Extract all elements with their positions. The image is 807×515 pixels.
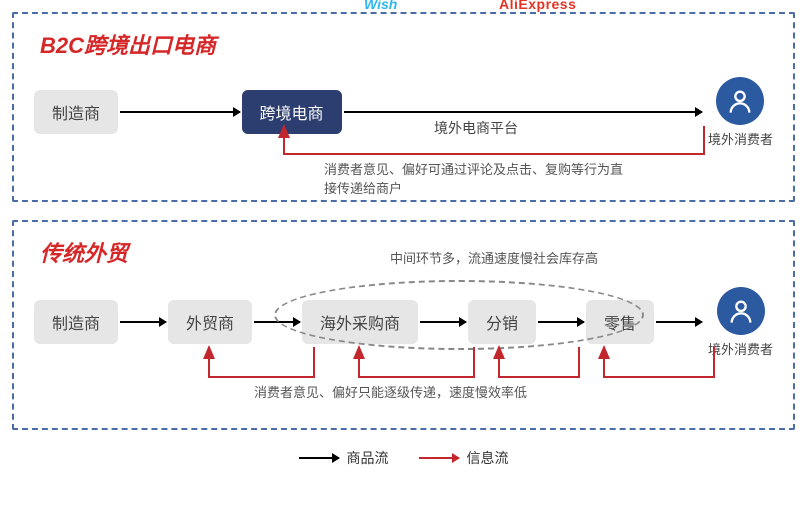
arrow-goods — [120, 111, 239, 113]
node-distributor: 分销 — [468, 300, 536, 344]
legend-info-flow: 信息流 — [419, 448, 509, 468]
arrow-goods — [420, 321, 466, 323]
consumer-icon — [717, 287, 765, 335]
legend-goods-flow: 商品流 — [299, 448, 389, 468]
node-trader: 外贸商 — [168, 300, 252, 344]
panel1-flow: 制造商 跨境电商 境外消费者 — [34, 88, 773, 136]
panel-b2c: B2C跨境出口电商 amazon ebay Wish AliExpress 制造… — [12, 12, 795, 202]
logo-wish: Wish — [364, 0, 489, 12]
arrow-goods — [344, 111, 702, 113]
ellipse-note: 中间环节多，流通速度慢社会库存高 — [344, 248, 644, 267]
arrow-goods — [254, 321, 300, 323]
logo-grid: amazon ebay Wish AliExpress — [364, 0, 624, 12]
panel2-feedback-text: 消费者意见、偏好只能逐级传递，速度慢效率低 — [254, 382, 654, 401]
platform-label: 境外电商平台 — [434, 118, 518, 138]
panel-traditional: 传统外贸 中间环节多，流通速度慢社会库存高 制造商 外贸商 海外采购商 分销 零… — [12, 220, 795, 430]
legend: 商品流 信息流 — [12, 448, 795, 468]
node-consumer: 境外消费者 — [708, 77, 773, 148]
arrow-goods — [538, 321, 584, 323]
consumer-label: 境外消费者 — [708, 129, 773, 148]
consumer-icon — [716, 77, 764, 125]
node-manufacturer: 制造商 — [34, 90, 118, 134]
node-manufacturer: 制造商 — [34, 300, 118, 344]
legend-red-arrow — [419, 457, 459, 459]
logo-aliexpress: AliExpress — [499, 0, 624, 12]
panel1-feedback-text: 消费者意见、偏好可通过评论及点击、复购等行为直接传递给商户 — [324, 159, 624, 197]
consumer-label: 境外消费者 — [708, 339, 773, 358]
panel2-flow: 制造商 外贸商 海外采购商 分销 零售 境外消费者 — [34, 298, 773, 346]
node-consumer: 境外消费者 — [708, 287, 773, 358]
node-crossborder: 跨境电商 — [242, 90, 342, 134]
arrow-goods — [120, 321, 166, 323]
legend-goods-label: 商品流 — [347, 448, 389, 468]
arrow-goods — [656, 321, 702, 323]
legend-info-label: 信息流 — [467, 448, 509, 468]
panel1-title: B2C跨境出口电商 — [40, 28, 773, 60]
legend-black-arrow — [299, 457, 339, 459]
node-overseas-buyer: 海外采购商 — [302, 300, 418, 344]
node-retail: 零售 — [586, 300, 654, 344]
